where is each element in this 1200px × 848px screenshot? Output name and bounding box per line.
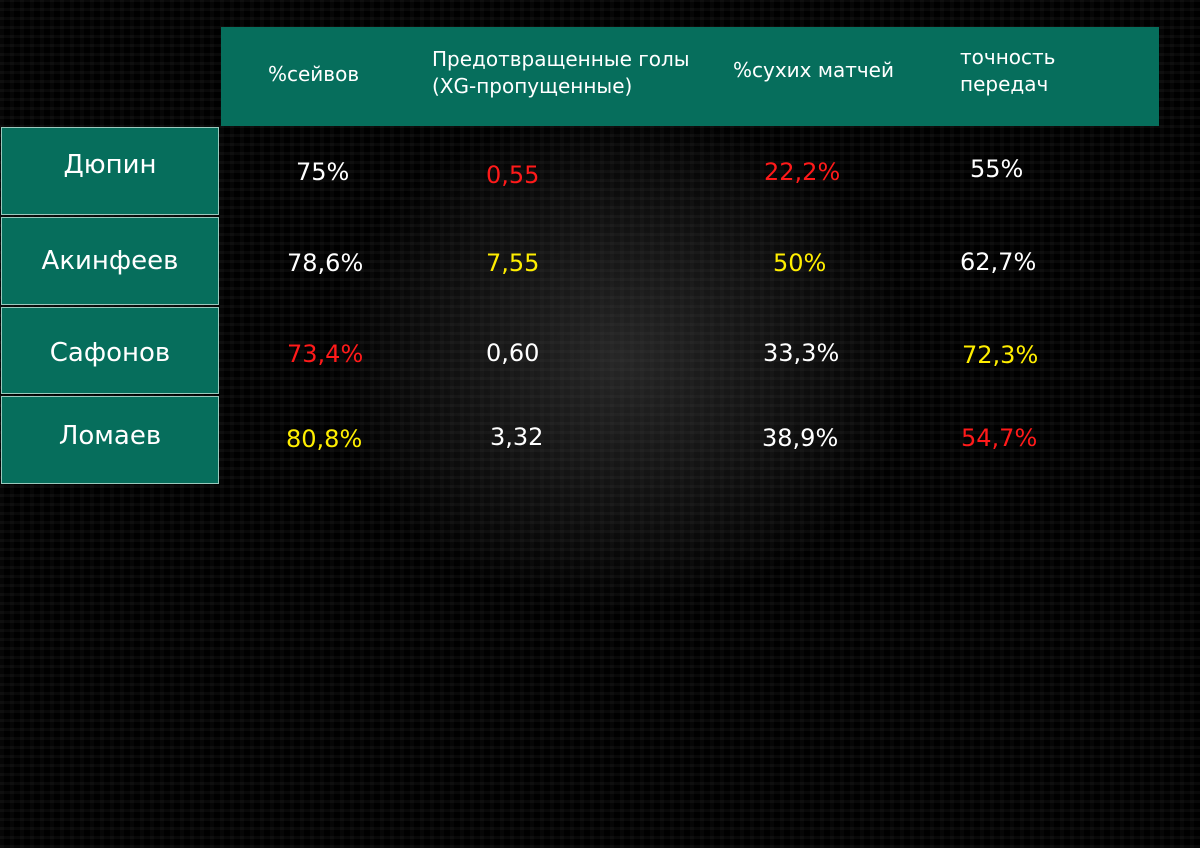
column-header-clean-sheets: %сухих матчей <box>733 58 894 82</box>
row-header-lomaev: Ломаев <box>1 396 219 484</box>
row-label: Ломаев <box>58 421 162 451</box>
cell-value: 73,4% <box>287 340 364 368</box>
cell-value: 0,60 <box>486 339 540 367</box>
cell-value: 55% <box>970 155 1024 183</box>
cell-value: 50% <box>773 249 827 277</box>
column-header-prevented-goals: Предотвращенные голы (XG-пропущенные) <box>432 47 690 98</box>
row-header-dyupin: Дюпин <box>1 127 219 215</box>
cell-value: 78,6% <box>287 249 364 277</box>
row-header-akinfeev: Акинфеев <box>1 217 219 305</box>
cell-value: 3,32 <box>490 423 544 451</box>
cell-value: 72,3% <box>962 341 1039 369</box>
row-header-safonov: Сафонов <box>1 307 219 394</box>
cell-value: 0,55 <box>486 161 540 189</box>
column-header-pass-accuracy: точность передач <box>960 45 1056 96</box>
cell-value: 75% <box>296 158 350 186</box>
row-label: Сафонов <box>49 338 171 368</box>
cell-value: 62,7% <box>960 248 1037 276</box>
cell-value: 7,55 <box>486 249 540 277</box>
cell-value: 54,7% <box>961 424 1038 452</box>
row-label: Акинфеев <box>41 246 179 276</box>
cell-value: 33,3% <box>763 339 840 367</box>
row-label: Дюпин <box>63 150 157 180</box>
cell-value: 22,2% <box>764 158 841 186</box>
cell-value: 38,9% <box>762 424 839 452</box>
table-header: %сейвов Предотвращенные голы (XG-пропуще… <box>221 27 1159 126</box>
column-header-saves: %сейвов <box>268 62 360 86</box>
cell-value: 80,8% <box>286 425 363 453</box>
